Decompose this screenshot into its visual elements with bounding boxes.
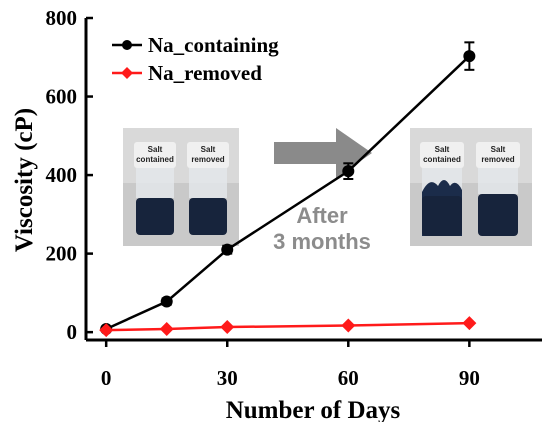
vial-before-right: Salt removed [187, 142, 229, 235]
y-tick-label: 0 [67, 320, 78, 344]
photo-after-right-label-1: Salt [491, 145, 506, 154]
x-tick-label: 90 [459, 366, 480, 390]
photo-before-left-label-1: Salt [148, 145, 163, 154]
data-point-na-removed [220, 320, 235, 335]
y-tick-label: 400 [46, 163, 78, 187]
legend: Na_containing Na_removed [112, 33, 279, 85]
photo-after-right-label-2: removed [481, 155, 514, 164]
annotation-3-months: 3 months [273, 229, 371, 254]
photo-before-inset: Salt contained Salt removed [123, 128, 239, 246]
gray-arrow [274, 128, 372, 178]
data-point-na-containing [221, 243, 234, 256]
x-ticks: 0 30 60 90 [101, 340, 480, 390]
legend-entry-na-containing: Na_containing [112, 33, 279, 57]
legend-entry-na-removed: Na_removed [112, 61, 262, 85]
y-axis-title: Viscosity (cP) [11, 108, 38, 252]
y-ticks: 0 200 400 600 800 [46, 6, 93, 344]
legend-label-na-removed: Na_removed [148, 61, 262, 85]
series-layer [99, 41, 477, 338]
photo-before-right-label-2: removed [191, 155, 224, 164]
y-tick-label: 200 [46, 242, 78, 266]
x-tick-label: 0 [101, 366, 112, 390]
photo-after-left-label-2: contained [423, 155, 461, 164]
photo-before-right-label-1: Salt [201, 145, 216, 154]
x-tick-label: 60 [338, 366, 359, 390]
data-point-na-removed [462, 316, 477, 331]
data-point-na-removed [159, 322, 174, 337]
x-axis-title: Number of Days [226, 397, 401, 422]
data-point-na-removed [99, 323, 114, 338]
data-point-na-containing [463, 50, 476, 63]
legend-label-na-containing: Na_containing [148, 33, 279, 57]
x-tick-label: 30 [217, 366, 238, 390]
y-tick-label: 800 [46, 6, 78, 30]
data-point-na-removed [341, 318, 356, 333]
vial-after-right: Salt removed [476, 142, 520, 236]
photo-after-inset: Salt contained Salt removed [410, 128, 532, 246]
photo-before-left-label-2: contained [136, 155, 174, 164]
vial-before-left: Salt contained [134, 142, 176, 235]
data-point-na-containing [160, 295, 173, 308]
vial-after-left: Salt contained [420, 142, 464, 236]
annotation-after: After [296, 203, 348, 228]
data-point-na-containing [342, 165, 355, 178]
photo-after-left-label-1: Salt [435, 145, 450, 154]
y-tick-label: 600 [46, 85, 78, 109]
